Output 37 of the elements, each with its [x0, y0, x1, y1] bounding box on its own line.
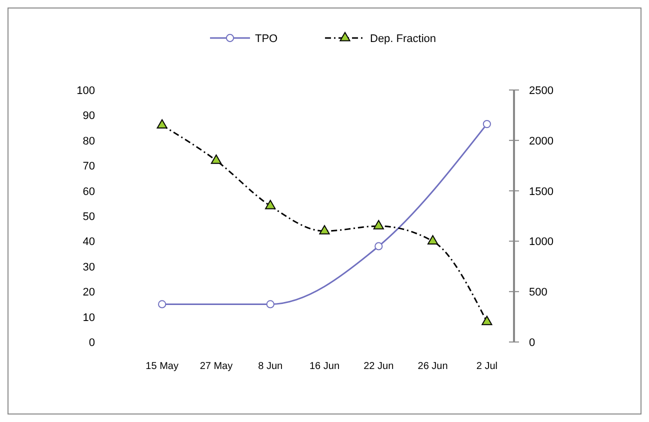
y2-tick-label: 1500 [529, 186, 554, 198]
x-tick-label: 27 May [200, 361, 233, 372]
point [265, 200, 276, 210]
point [373, 220, 384, 230]
point [427, 235, 438, 244]
y-tick-label: 80 [82, 135, 95, 148]
y-tick-label: 10 [82, 312, 95, 324]
y2-tick-label: 500 [529, 286, 548, 299]
x-tick-label: 22 Jun [364, 361, 394, 372]
y-tick-label: 100 [76, 85, 95, 97]
y-tick-label: 60 [82, 186, 95, 198]
point [210, 154, 222, 164]
x-tick-label: 15 May [146, 361, 178, 372]
legend-label: Dep. Fraction [370, 33, 436, 45]
legend-label: TPO [255, 33, 278, 45]
point [156, 119, 168, 129]
point [158, 300, 166, 308]
point [482, 316, 492, 326]
y-tick-label: 20 [82, 286, 95, 299]
point [266, 300, 274, 308]
x-tick-label: 8 Jun [258, 361, 283, 372]
x-tick-label: 26 Jun [418, 361, 448, 372]
y-tick-label: 0 [88, 337, 95, 349]
y-tick-label: 90 [82, 110, 95, 122]
y-tick-label: 50 [82, 211, 95, 223]
y2-tick-label: 1000 [529, 236, 554, 248]
y2-tick-label: 2500 [529, 85, 554, 97]
x-tick-label: 2 Jul [476, 361, 498, 372]
x-tick-label: 16 Jun [309, 361, 340, 372]
y-tick-label: 70 [82, 160, 95, 173]
point [319, 225, 330, 234]
point [374, 242, 383, 250]
point [482, 120, 491, 128]
y2-tick-label: 0 [529, 337, 536, 349]
y2-tick-label: 2000 [529, 135, 554, 148]
y-tick-label: 30 [82, 261, 95, 274]
y-tick-label: 40 [82, 236, 95, 248]
